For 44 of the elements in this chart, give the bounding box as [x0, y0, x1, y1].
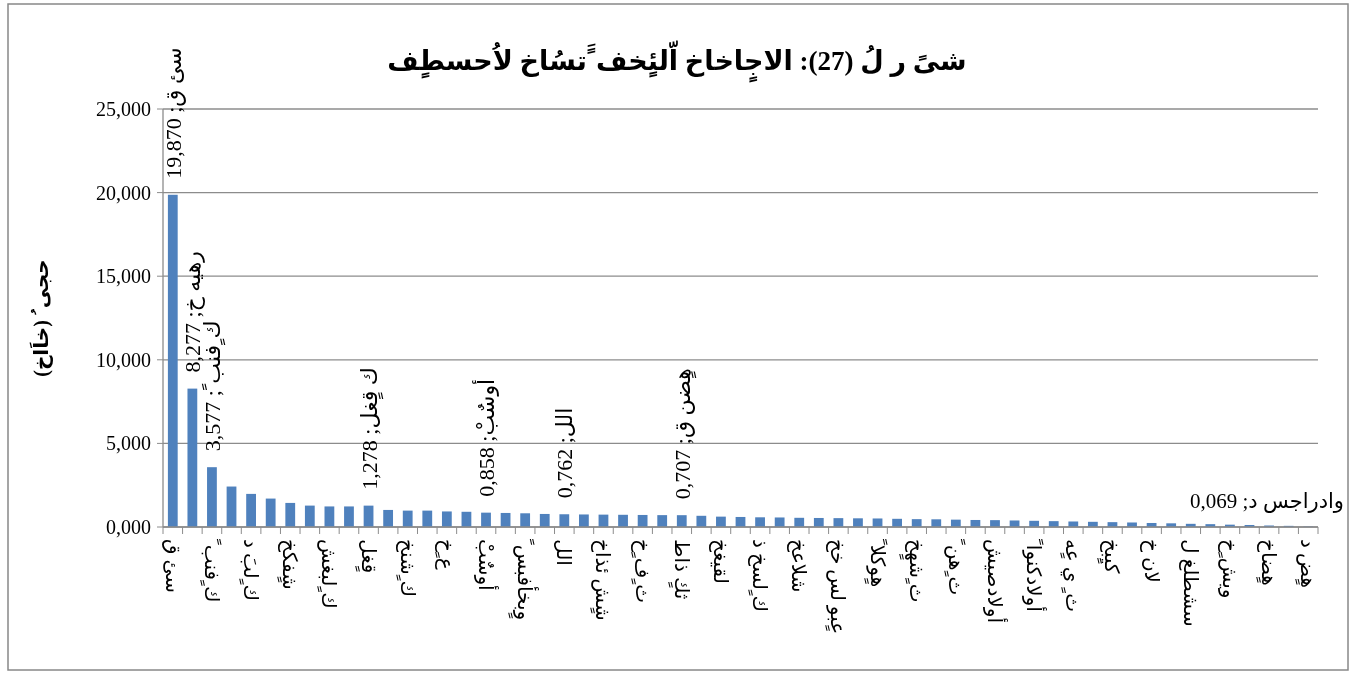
data-label: هٍضن ق; 0,707 — [669, 368, 698, 500]
x-tick-label: سئ ق — [161, 539, 184, 593]
y-axis-title: حجى ُ (خاَاخ) — [28, 259, 53, 377]
x-tick-label: كيٍبخ — [1097, 539, 1124, 574]
y-tick-label: 25,000 — [96, 98, 151, 120]
y-tick-label: 10,000 — [96, 348, 151, 371]
y-tick-label: 15,000 — [96, 265, 151, 288]
x-tick-label: سشطلغ ل — [1178, 539, 1202, 627]
data-label: سئ ق; 19,870 — [160, 47, 186, 179]
y-tick-label: 0,000 — [106, 516, 151, 538]
x-tick-label: هٍوكلا ً — [864, 539, 889, 588]
data-label: وادراجس د; 0,069 — [1190, 488, 1344, 513]
x-tick-label: شٍش ئذاخ — [590, 539, 615, 621]
x-tick-label: ث ٍف ٍخ — [630, 539, 654, 604]
y-tick-label: 20,000 — [96, 181, 151, 204]
x-tick-label: ك ٍشنخ — [395, 539, 419, 598]
x-tick-label: ثكٍ ذاط — [667, 539, 693, 600]
data-label: أوسٌبْ; 0,858 — [472, 378, 500, 497]
x-tick-label: شٍفكخ — [276, 539, 302, 590]
x-tick-label: لقيغخ — [708, 539, 732, 584]
x-tick-label: ويش ٍخ — [1217, 539, 1241, 599]
x-tick-label: هٍض د — [1294, 539, 1320, 588]
x-tick-label: ك ٍلبغش — [317, 539, 341, 609]
x-tick-label: ك ٍفنب ً — [199, 539, 223, 603]
x-tick-label: قٍغل — [355, 539, 380, 574]
x-tick-label: ك ٍلبَ د — [239, 539, 263, 601]
y-tick-label: 5,000 — [106, 432, 151, 455]
x-tick-label: ث ٍ ي عٍه — [1060, 539, 1085, 612]
x-tick-label: الل — [553, 539, 576, 566]
x-tick-label: لان خ — [1139, 539, 1163, 584]
data-label: الل; 0,762 — [552, 407, 578, 499]
data-label: ك قٍغل; 1,278 — [356, 367, 385, 490]
x-tick-label: أوسٌبْ — [474, 539, 500, 591]
x-tick-label: ع ٍخ — [434, 539, 458, 570]
x-tick-label: شلاعخ — [787, 539, 811, 593]
x-tick-label: أولادكنوا ً — [1022, 539, 1048, 612]
x-tick-label: عٍبو لس خخ — [825, 539, 850, 635]
x-tick-label: ك ٍلسخ ذ — [748, 539, 772, 613]
x-tick-label: هٍضاخ — [1255, 539, 1281, 586]
x-tick-label: وٍبخأفبس ً — [508, 539, 540, 621]
x-tick-label: ث ٍهن ً — [943, 539, 967, 596]
chart-title: شىً ر لُ (27): الاجٍاخاخ اّلئٍخف ًَتسُاخ لاُحسطٍف — [387, 40, 967, 83]
x-tick-label: ث ٍشهٍخ — [898, 539, 928, 603]
x-tick-label: أولادصيش — [982, 539, 1008, 624]
